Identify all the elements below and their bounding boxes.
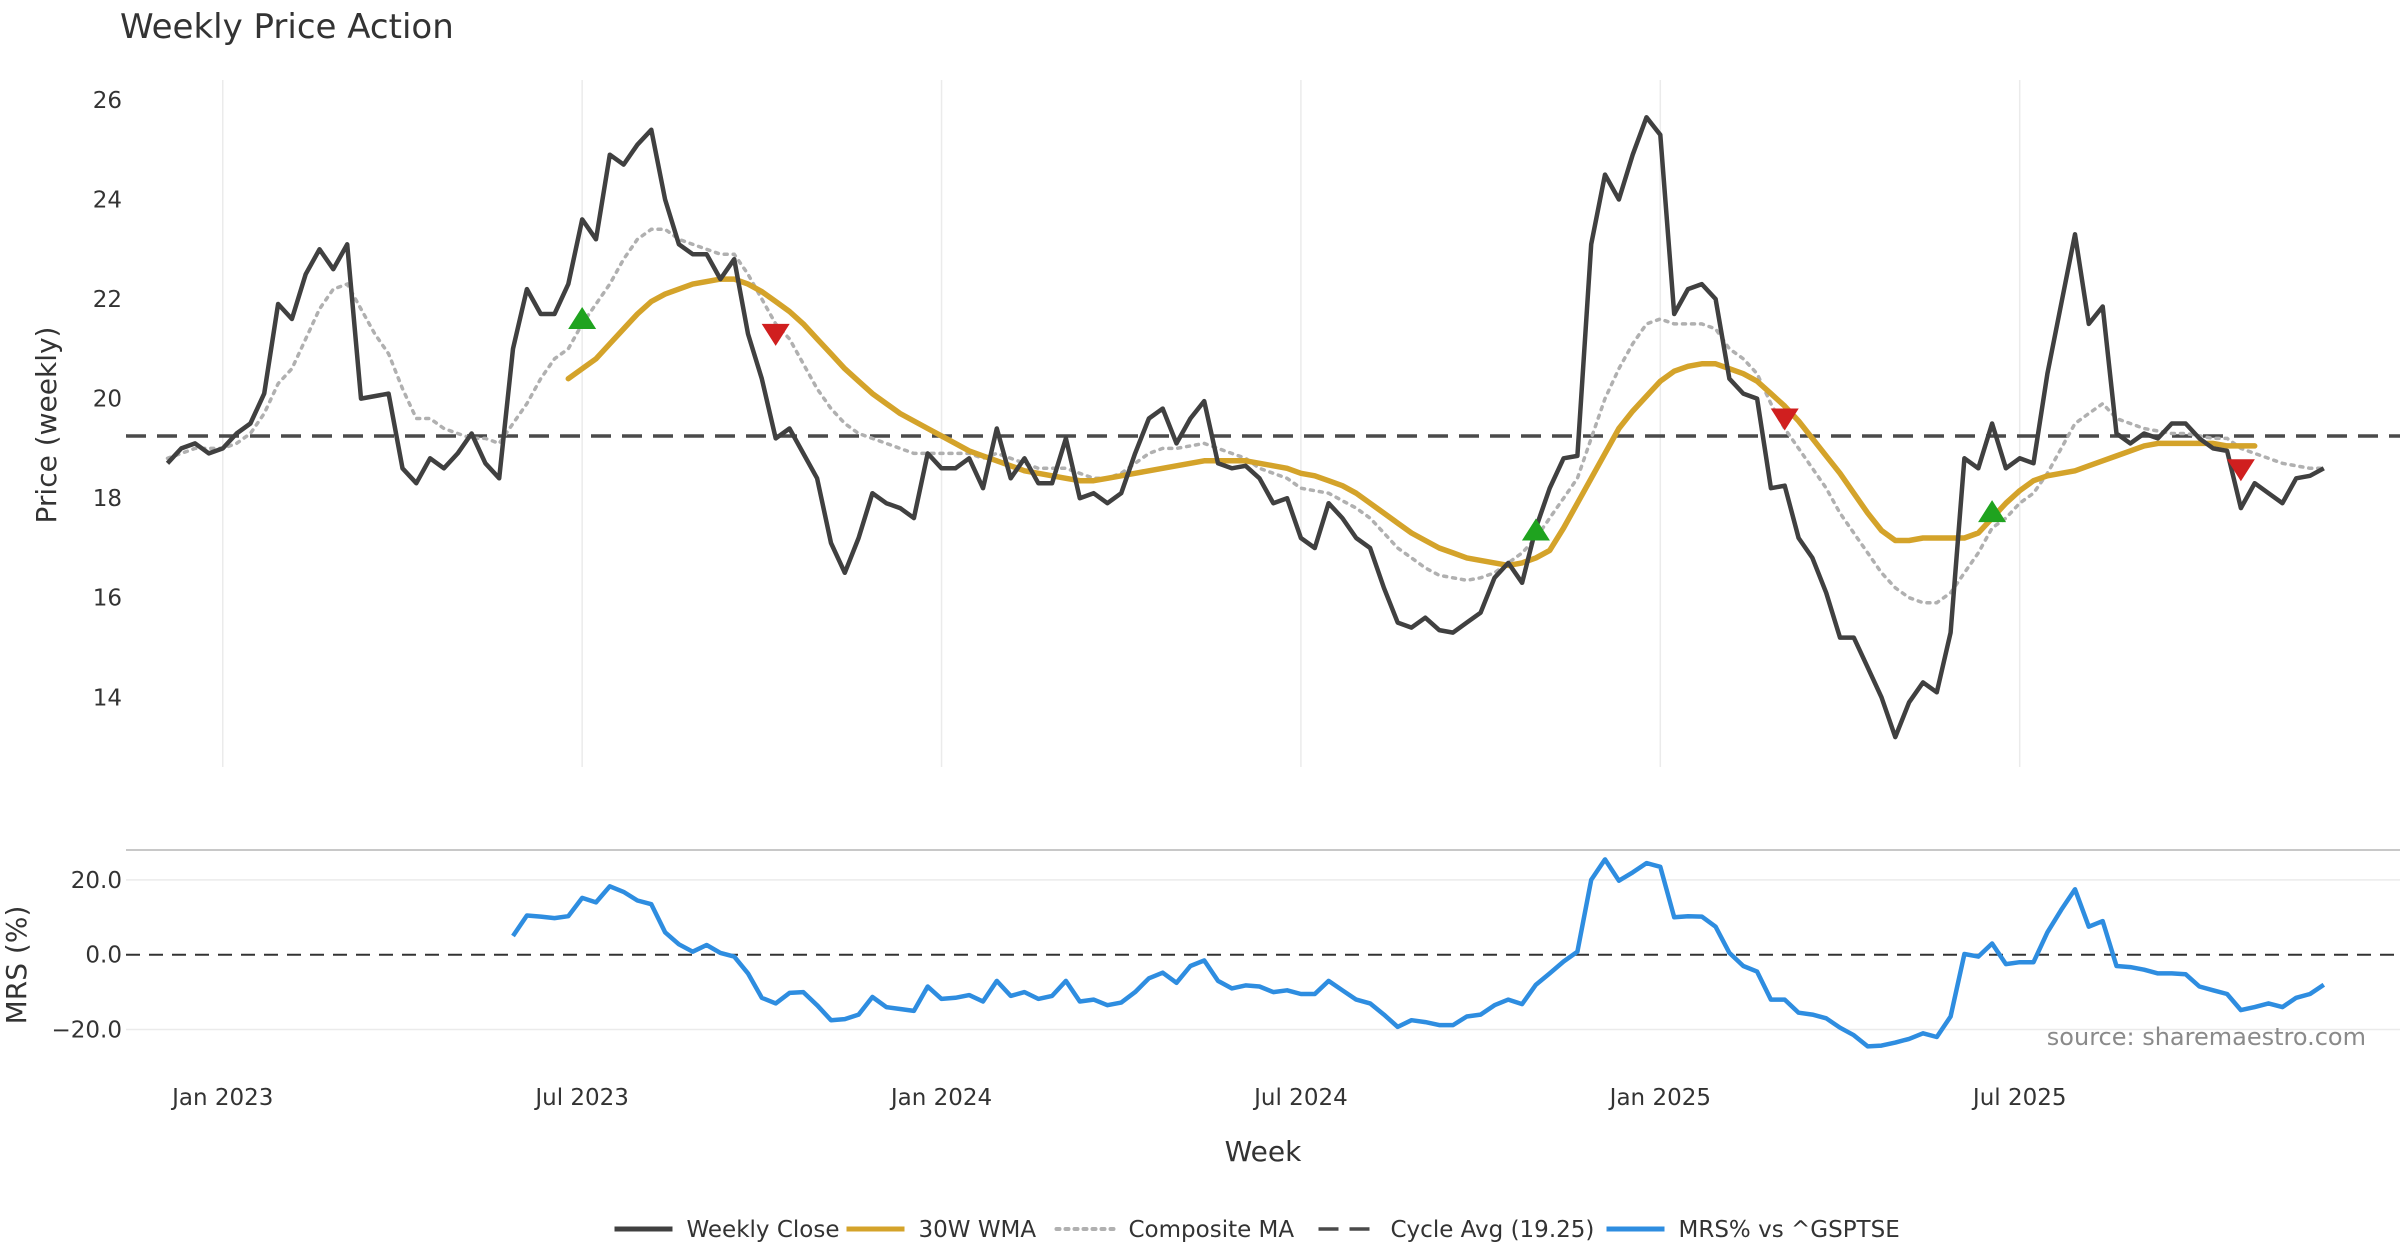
mrs-y-axis-title: MRS (%): [0, 906, 33, 1025]
legend-entry: 30W WMA: [846, 1217, 1037, 1243]
legend-label: Cycle Avg (19.25): [1391, 1217, 1595, 1243]
chart-title: Weekly Price Action: [120, 7, 454, 47]
price-y-axis-title: Price (weekly): [30, 327, 63, 524]
x-tick-label: Jan 2023: [170, 1085, 273, 1111]
composite-ma-line: [165, 227, 2326, 605]
grid: Jan 2023 Jul 2023 Jan 2024 Jul 2024 Jan 2025…: [52, 80, 2400, 1111]
buy-signal-marker: [1978, 500, 2007, 523]
price-y-tick-label: 18: [93, 486, 122, 512]
x-axis-title: Week: [1225, 1135, 1302, 1168]
price-y-tick-label: 26: [93, 88, 122, 114]
legend-entry: Composite MA: [1054, 1217, 1295, 1243]
legend-label: Weekly Close: [687, 1217, 840, 1243]
price-y-tick-label: 14: [93, 685, 122, 711]
price-y-tick-label: 16: [93, 586, 122, 612]
sell-signal-marker: [1770, 408, 1799, 431]
x-tick-label: Jan 2024: [889, 1085, 992, 1111]
price-y-tick-label: 24: [93, 187, 122, 213]
wma-30w-line: [565, 276, 2258, 569]
weekly-close-line: [165, 115, 2325, 740]
mrs-y-tick-label: 0.0: [85, 943, 122, 969]
price-y-tick-label: 22: [93, 287, 122, 313]
sell-signal-marker: [761, 323, 790, 346]
legend-entry: Cycle Avg (19.25): [1318, 1217, 1595, 1243]
legend-label: Composite MA: [1129, 1217, 1295, 1243]
buy-signal-marker: [1521, 518, 1550, 541]
x-tick-label: Jul 2024: [1252, 1085, 1348, 1111]
x-tick-label: Jan 2025: [1608, 1085, 1711, 1111]
mrs-y-tick-label: −20.0: [52, 1018, 122, 1044]
legend-label: MRS% vs ^GSPTSE: [1679, 1217, 1900, 1243]
mrs-panel: [511, 857, 2326, 1049]
x-tick-label: Jul 2023: [533, 1085, 629, 1111]
legend-entry: Weekly Close: [614, 1217, 840, 1243]
sell-signal-marker: [2226, 459, 2255, 482]
buy-signal-marker: [568, 306, 597, 329]
price-panel: [126, 115, 2400, 740]
legend-entry: MRS% vs ^GSPTSE: [1606, 1217, 1900, 1243]
source-annotation: source: sharemaestro.com: [2047, 1023, 2366, 1051]
x-tick-label: Jul 2025: [1971, 1085, 2067, 1111]
mrs-y-tick-label: 20.0: [71, 868, 122, 894]
price-y-tick-label: 20: [93, 387, 122, 413]
legend: Weekly Close 30W WMA Composite MA Cycle Avg…: [614, 1217, 1900, 1243]
mrs-line: [511, 857, 2326, 1049]
legend-label: 30W WMA: [919, 1217, 1037, 1243]
